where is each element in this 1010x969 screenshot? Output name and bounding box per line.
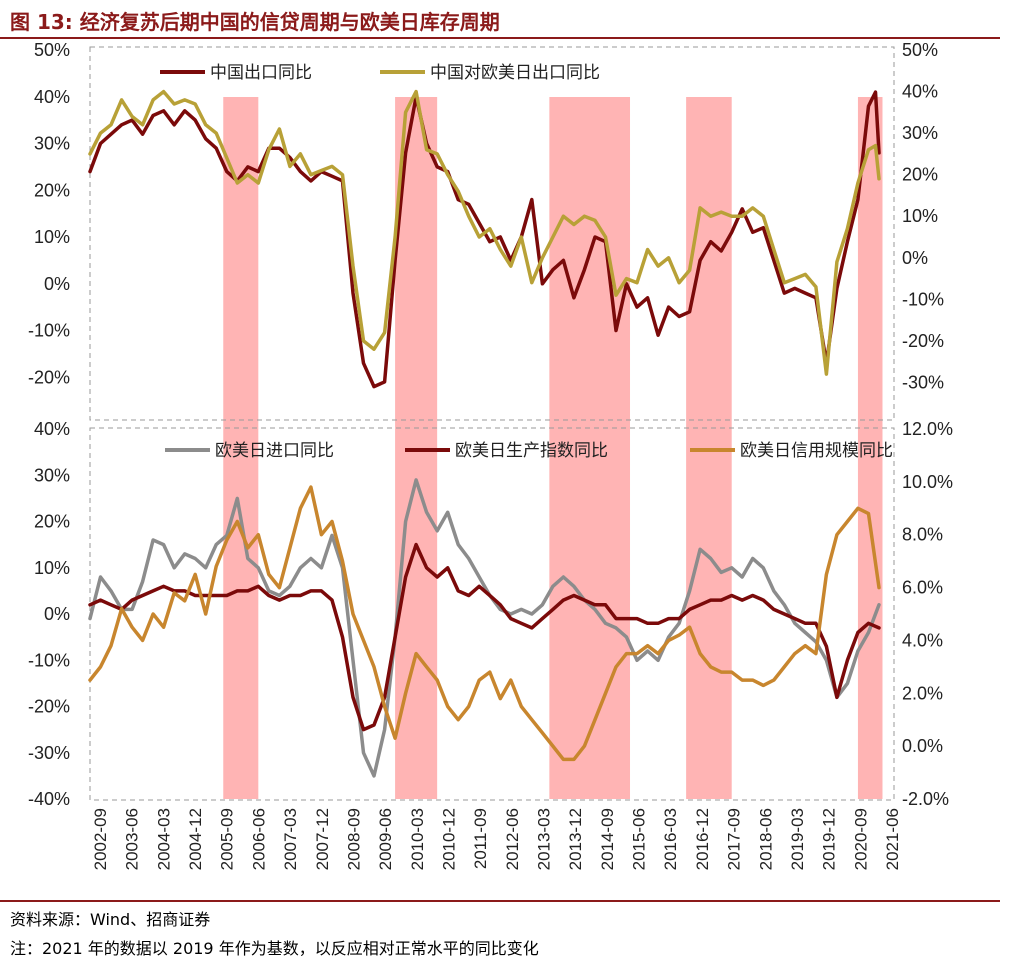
x-tick-label: 2009-06: [376, 808, 395, 870]
right-tick-label: 50%: [902, 40, 938, 60]
series-line-p2-2: [88, 542, 881, 732]
left-tick-label: -10%: [28, 650, 70, 670]
x-tick-label: 2010-03: [408, 808, 427, 870]
legend-label: 中国出口同比: [210, 63, 312, 82]
left-tick-label: 40%: [34, 419, 70, 439]
chart-area: 50% 40% 30% 20% 10% 0% -10% -20% 50% 40% 30% 20% 10%…: [28, 40, 953, 870]
note-text: 注：2021 年的数据以 2019 年作为基数，以反应相对正常水平的同比变化: [10, 939, 539, 958]
left-tick-label: 50%: [34, 40, 70, 60]
series-line-p2-1: [88, 478, 881, 778]
x-tick-label: 2007-12: [313, 808, 332, 870]
right-tick-label: 20%: [902, 165, 938, 185]
panel-frame-1: [89, 46, 895, 421]
series-line-p1-2: [88, 89, 881, 376]
right-tick-label: 12.0%: [902, 419, 953, 439]
right-tick-label: 0.0%: [902, 736, 943, 756]
left-tick-label: 20%: [34, 512, 70, 532]
legend-label: 中国对欧美日出口同比: [430, 63, 600, 82]
x-tick-label: 2013-03: [535, 808, 554, 870]
x-tick-label: 2010-12: [439, 808, 458, 870]
x-tick-label: 2013-12: [566, 808, 585, 870]
x-tick-label: 2017-09: [725, 808, 744, 870]
left-tick-label: 10%: [34, 227, 70, 247]
x-tick-label: 2006-06: [249, 808, 268, 870]
x-tick-label: 2019-12: [820, 808, 839, 870]
x-tick-label: 2012-06: [503, 808, 522, 870]
shaded-period-3: [549, 97, 631, 799]
panel-frame-2: [89, 427, 895, 801]
series-lines: [88, 89, 881, 778]
x-tick-label: 2016-12: [693, 808, 712, 870]
right-tick-label: 8.0%: [902, 525, 943, 545]
x-tick-label: 2021-06: [883, 808, 902, 870]
left-tick-label: 0%: [44, 604, 70, 624]
series-line-p2-3: [88, 485, 881, 762]
left-tick-label: -10%: [28, 321, 70, 341]
left-tick-label: -40%: [28, 789, 70, 809]
left-tick-label: 40%: [34, 87, 70, 107]
x-tick-label: 2008-09: [344, 808, 363, 870]
left-tick-label: 30%: [34, 134, 70, 154]
x-tick-label: 2003-06: [123, 808, 142, 870]
x-tick-label: 2002-09: [91, 808, 110, 870]
x-tick-label: 2014-09: [598, 808, 617, 870]
left-tick-label: -20%: [28, 367, 70, 387]
axis-labels: 50% 40% 30% 20% 10% 0% -10% -20% 50% 40% 30% 20% 10%…: [28, 40, 953, 870]
left-tick-label: -20%: [28, 697, 70, 717]
right-tick-label: 6.0%: [902, 578, 943, 598]
legend-label: 欧美日进口同比: [215, 441, 334, 460]
x-tick-label: 2007-03: [281, 808, 300, 870]
left-tick-label: 30%: [34, 465, 70, 485]
x-tick-label: 2019-03: [788, 808, 807, 870]
shaded-period-1: [223, 97, 259, 799]
x-tick-label: 2004-03: [154, 808, 173, 870]
x-tick-label: 2020-09: [851, 808, 870, 870]
right-tick-label: 40%: [902, 82, 938, 102]
right-tick-label: 10.0%: [902, 472, 953, 492]
x-tick-label: 2016-03: [661, 808, 680, 870]
right-tick-label: 30%: [902, 123, 938, 143]
shaded-period-5: [857, 97, 883, 799]
x-tick-label: 2005-09: [218, 808, 237, 870]
right-tick-label: 2.0%: [902, 683, 943, 703]
right-tick-label: -30%: [902, 372, 944, 392]
source-text: 资料来源：Wind、招商证券: [10, 910, 211, 929]
left-tick-label: 20%: [34, 180, 70, 200]
footer-rule: [0, 900, 1000, 902]
right-tick-label: -2.0%: [902, 789, 949, 809]
right-tick-label: 0%: [902, 248, 928, 268]
right-tick-label: 4.0%: [902, 630, 943, 650]
legend-label: 欧美日信用规模同比: [740, 441, 893, 460]
chart-frames: [89, 46, 895, 801]
series-line-p1-1: [88, 90, 881, 389]
legend-label: 欧美日生产指数同比: [455, 441, 608, 460]
figure-title: 图 13: 经济复苏后期中国的信贷周期与欧美日库存周期: [10, 10, 500, 34]
right-tick-label: 10%: [902, 206, 938, 226]
left-tick-label: 0%: [44, 274, 70, 294]
right-tick-label: -20%: [902, 331, 944, 351]
x-tick-label: 2015-06: [630, 808, 649, 870]
left-tick-label: 10%: [34, 558, 70, 578]
x-tick-label: 2018-06: [756, 808, 775, 870]
left-tick-label: -30%: [28, 743, 70, 763]
x-tick-label: 2011-09: [471, 808, 490, 869]
title-rule: [0, 37, 1000, 39]
x-tick-label: 2004-12: [186, 808, 205, 870]
right-tick-label: -10%: [902, 289, 944, 309]
